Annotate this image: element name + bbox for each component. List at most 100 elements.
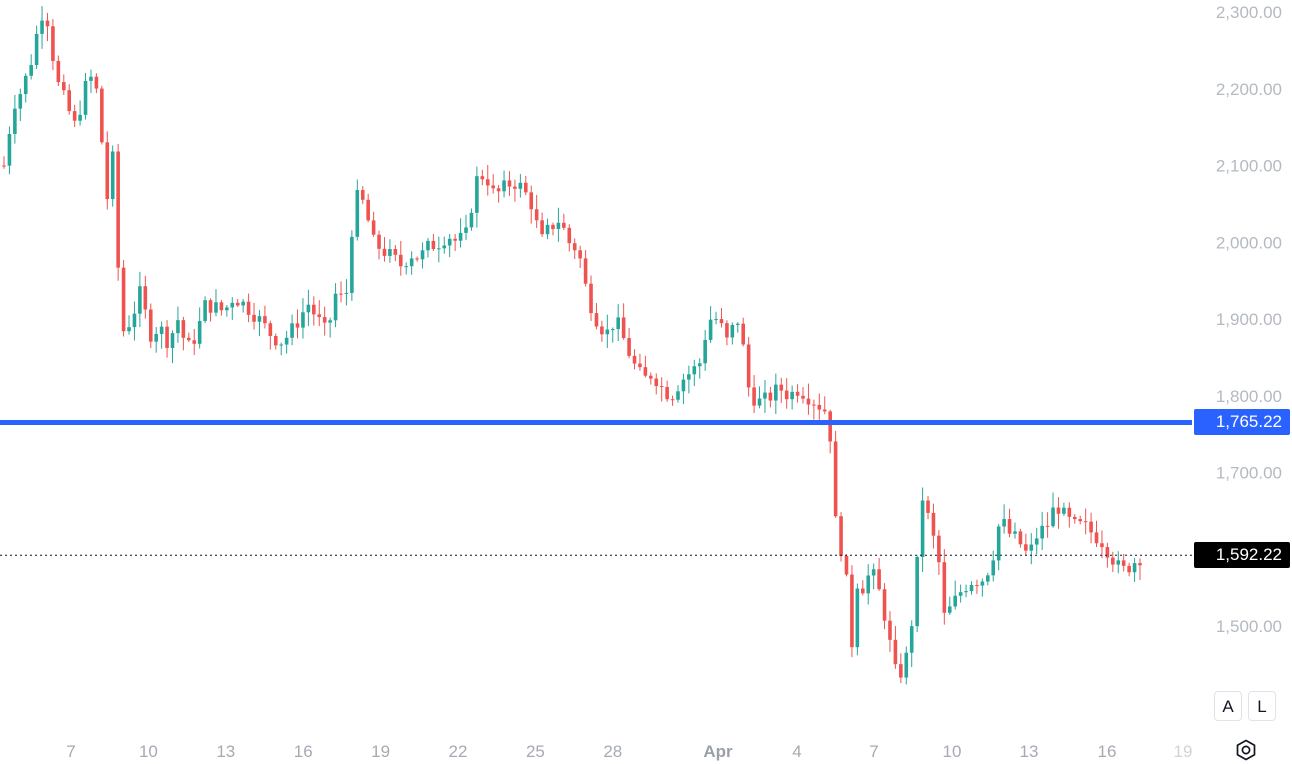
candle-down [100, 88, 104, 143]
candle-up [980, 581, 985, 586]
date-tick-label: 16 [294, 742, 313, 761]
candle-down [431, 240, 436, 250]
log-scale-button[interactable]: L [1248, 691, 1276, 721]
candle-down [295, 323, 300, 328]
candle-up [388, 249, 392, 256]
candle-down [61, 82, 66, 91]
candle-up [969, 585, 974, 592]
candle-down [1100, 543, 1104, 548]
candle-up [475, 176, 479, 213]
candle-down [192, 340, 197, 344]
candle-down [600, 326, 604, 335]
candle-down [1121, 560, 1126, 566]
date-tick-label: 19 [1174, 742, 1193, 761]
candle-down [382, 248, 387, 256]
candle-down [529, 192, 534, 210]
candle-up [214, 302, 218, 313]
candle-down [339, 293, 343, 295]
candle-up [333, 293, 338, 321]
candle-down [562, 222, 566, 228]
candle-down [643, 367, 648, 376]
candle-up [344, 292, 349, 294]
candle-up [616, 317, 621, 330]
candle-down [1083, 521, 1088, 523]
candle-down [187, 337, 191, 341]
candle-down [926, 500, 930, 513]
candle-down [877, 569, 881, 590]
candle-down [273, 335, 278, 346]
candle-down [415, 258, 419, 260]
candle-down [638, 363, 642, 368]
candle-up [29, 65, 33, 76]
candle-up [23, 75, 28, 95]
candle-up [714, 319, 718, 321]
candle-up [730, 324, 735, 338]
price-tick-label: 2,300.00 [1216, 3, 1282, 22]
candle-up [7, 133, 12, 166]
time-axis[interactable]: 7 10 13 16 19 22 25 28 Apr 4 7 10 13 16 19 [66, 742, 1192, 761]
candle-down [252, 314, 256, 322]
candle-down [746, 344, 751, 388]
candle-down [1138, 563, 1142, 566]
date-tick-label: Apr [703, 742, 733, 761]
candle-up [306, 304, 311, 313]
candle-up [469, 212, 474, 228]
candle-up [83, 80, 88, 115]
candle-up [13, 108, 17, 134]
candle-up [953, 595, 957, 607]
candle-down [888, 620, 892, 640]
candle-down [627, 338, 631, 356]
candle-down [523, 182, 528, 193]
candle-down [899, 664, 903, 678]
settings-hexagon-icon[interactable] [1234, 738, 1258, 762]
candle-up [420, 250, 425, 260]
candle-down [45, 20, 50, 27]
candle-down [121, 267, 126, 332]
candle-up [170, 333, 175, 348]
candle-down [812, 404, 816, 406]
candle-down [496, 188, 501, 192]
candle-down [937, 535, 941, 563]
candle-up [1062, 507, 1066, 514]
candle-down [1045, 525, 1050, 527]
candle-down [371, 220, 376, 235]
candle-down [360, 190, 365, 200]
candle-down [1105, 547, 1110, 558]
candle-down [534, 209, 539, 221]
candle-down [322, 317, 327, 323]
date-tick-label: 19 [371, 742, 390, 761]
candle-up [996, 526, 1001, 561]
candle-up [697, 363, 702, 367]
candle-down [801, 395, 805, 399]
candle-down [398, 254, 403, 267]
price-tick-label: 1,800.00 [1216, 387, 1282, 406]
candle-down [768, 392, 773, 401]
candle-down [654, 378, 659, 387]
candle-down [621, 317, 626, 339]
candle-up [18, 94, 23, 109]
candle-up [241, 301, 245, 306]
price-axis[interactable]: 2,300.00 2,200.00 2,100.00 2,000.00 1,900.00… [1216, 3, 1282, 636]
candle-up [442, 245, 447, 249]
candle-down [1094, 532, 1099, 544]
candle-down [752, 387, 756, 406]
candle-up [127, 327, 131, 332]
candle-down [665, 386, 669, 400]
candle-up [176, 320, 180, 334]
candle-down [741, 323, 746, 345]
candle-down [480, 176, 485, 180]
candle-down [670, 399, 675, 401]
candle-up [1051, 507, 1055, 527]
candle-down [67, 90, 72, 112]
candle-up [964, 591, 968, 593]
candle-down [833, 441, 838, 517]
candle-down [56, 60, 61, 83]
candle-down [594, 313, 599, 327]
candle-down [828, 411, 832, 442]
candle-up [132, 313, 137, 328]
candle-down [942, 562, 947, 613]
candle-up [1132, 563, 1137, 573]
auto-scale-button[interactable]: A [1214, 691, 1242, 721]
candle-up [1116, 560, 1121, 565]
